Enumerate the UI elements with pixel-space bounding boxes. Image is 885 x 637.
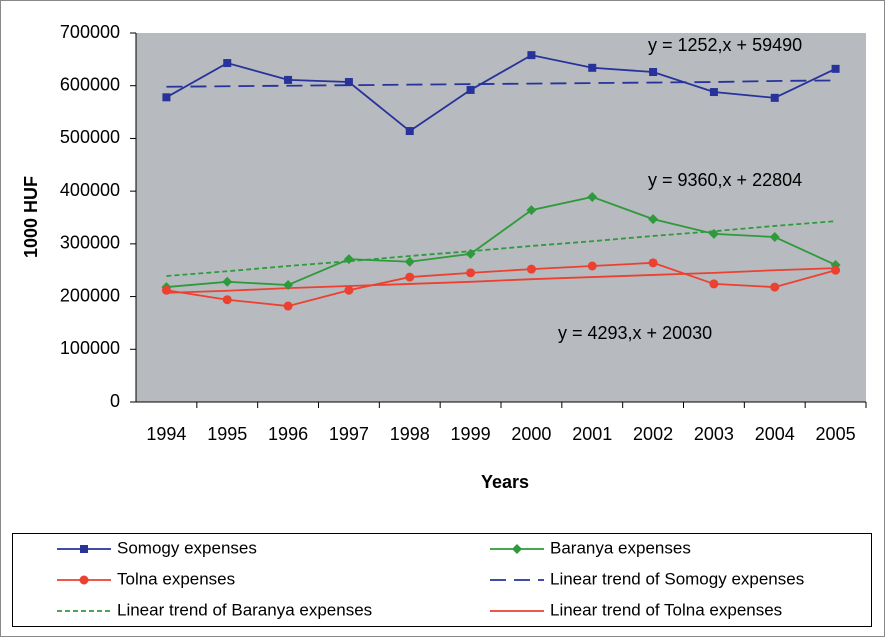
legend-label: Linear trend of Tolna expenses [550, 600, 782, 619]
marker [344, 78, 353, 87]
marker [283, 301, 293, 311]
marker [831, 265, 841, 275]
y-tick-label: 200000 [60, 285, 120, 305]
marker [587, 261, 597, 271]
marker [708, 228, 719, 239]
series-line [166, 261, 836, 307]
legend-marker [80, 545, 88, 553]
marker [343, 254, 354, 265]
marker [465, 248, 476, 259]
x-tick-label: 2002 [633, 424, 673, 444]
legend-item: Linear trend of Somogy expenses [490, 569, 804, 588]
trend-equation: y = 9360,x + 22804 [648, 170, 802, 190]
marker [344, 285, 354, 295]
marker [770, 282, 780, 292]
y-tick-label: 300000 [60, 233, 120, 253]
marker [527, 51, 536, 60]
marker [587, 191, 598, 202]
legend-label: Baranya expenses [550, 538, 691, 557]
marker [649, 68, 658, 77]
marker [405, 272, 415, 282]
marker [770, 93, 779, 102]
marker [769, 232, 780, 243]
x-tick-label: 2003 [694, 424, 734, 444]
marker [222, 276, 233, 287]
marker [831, 64, 840, 73]
legend-item: Linear trend of Tolna expenses [490, 600, 782, 619]
legend-item: Linear trend of Baranya expenses [57, 600, 372, 619]
legend: Somogy expenses Baranya expenses Tolna exp… [57, 538, 804, 619]
marker [162, 93, 171, 102]
x-tick-label: 2005 [816, 424, 856, 444]
y-tick-label: 100000 [60, 338, 120, 358]
x-tick-label: 1999 [451, 424, 491, 444]
x-tick-label: 1997 [329, 424, 369, 444]
marker [161, 285, 171, 295]
series-line [165, 54, 836, 133]
plot-area [136, 33, 866, 402]
legend-item: Somogy expenses [57, 538, 257, 557]
legend-item: Baranya expenses [490, 538, 691, 557]
x-tick-label: 1998 [390, 424, 430, 444]
x-axis-title: Years [481, 472, 529, 492]
marker [223, 59, 232, 68]
y-tick-label: 700000 [60, 22, 120, 42]
legend-marker [79, 575, 89, 585]
x-tick-label: 1994 [146, 424, 186, 444]
marker [588, 63, 597, 72]
legend-marker [512, 544, 522, 554]
y-tick-label: 0 [110, 391, 120, 411]
marker [526, 264, 536, 274]
marker [648, 258, 658, 268]
y-tick-label: 400000 [60, 180, 120, 200]
marker [709, 88, 718, 97]
legend-box [12, 533, 872, 627]
x-tick-label: 2004 [755, 424, 795, 444]
series-line [166, 196, 836, 288]
y-axis-title: 1000 HUF [21, 176, 41, 258]
legend-label: Linear trend of Baranya expenses [117, 600, 372, 619]
series-line [166, 267, 836, 294]
trend-equation: y = 4293,x + 20030 [558, 323, 712, 343]
legend-item: Tolna expenses [57, 569, 235, 588]
marker [404, 256, 415, 267]
y-tick-label: 600000 [60, 74, 120, 94]
marker [283, 279, 294, 290]
marker [466, 268, 476, 278]
legend-label: Tolna expenses [117, 569, 235, 588]
x-tick-label: 2000 [511, 424, 551, 444]
marker [284, 75, 293, 84]
marker [526, 205, 537, 216]
x-tick-label: 1995 [207, 424, 247, 444]
y-tick-label: 500000 [60, 127, 120, 147]
trend-equation: y = 1252,x + 59490 [648, 35, 802, 55]
marker [709, 279, 719, 289]
legend-label: Linear trend of Somogy expenses [550, 569, 804, 588]
marker [405, 127, 414, 136]
marker [222, 295, 232, 305]
marker [648, 214, 659, 225]
legend-label: Somogy expenses [117, 538, 257, 557]
x-tick-label: 1996 [268, 424, 308, 444]
series-line [166, 79, 836, 88]
marker [466, 85, 475, 94]
x-tick-label: 2001 [572, 424, 612, 444]
